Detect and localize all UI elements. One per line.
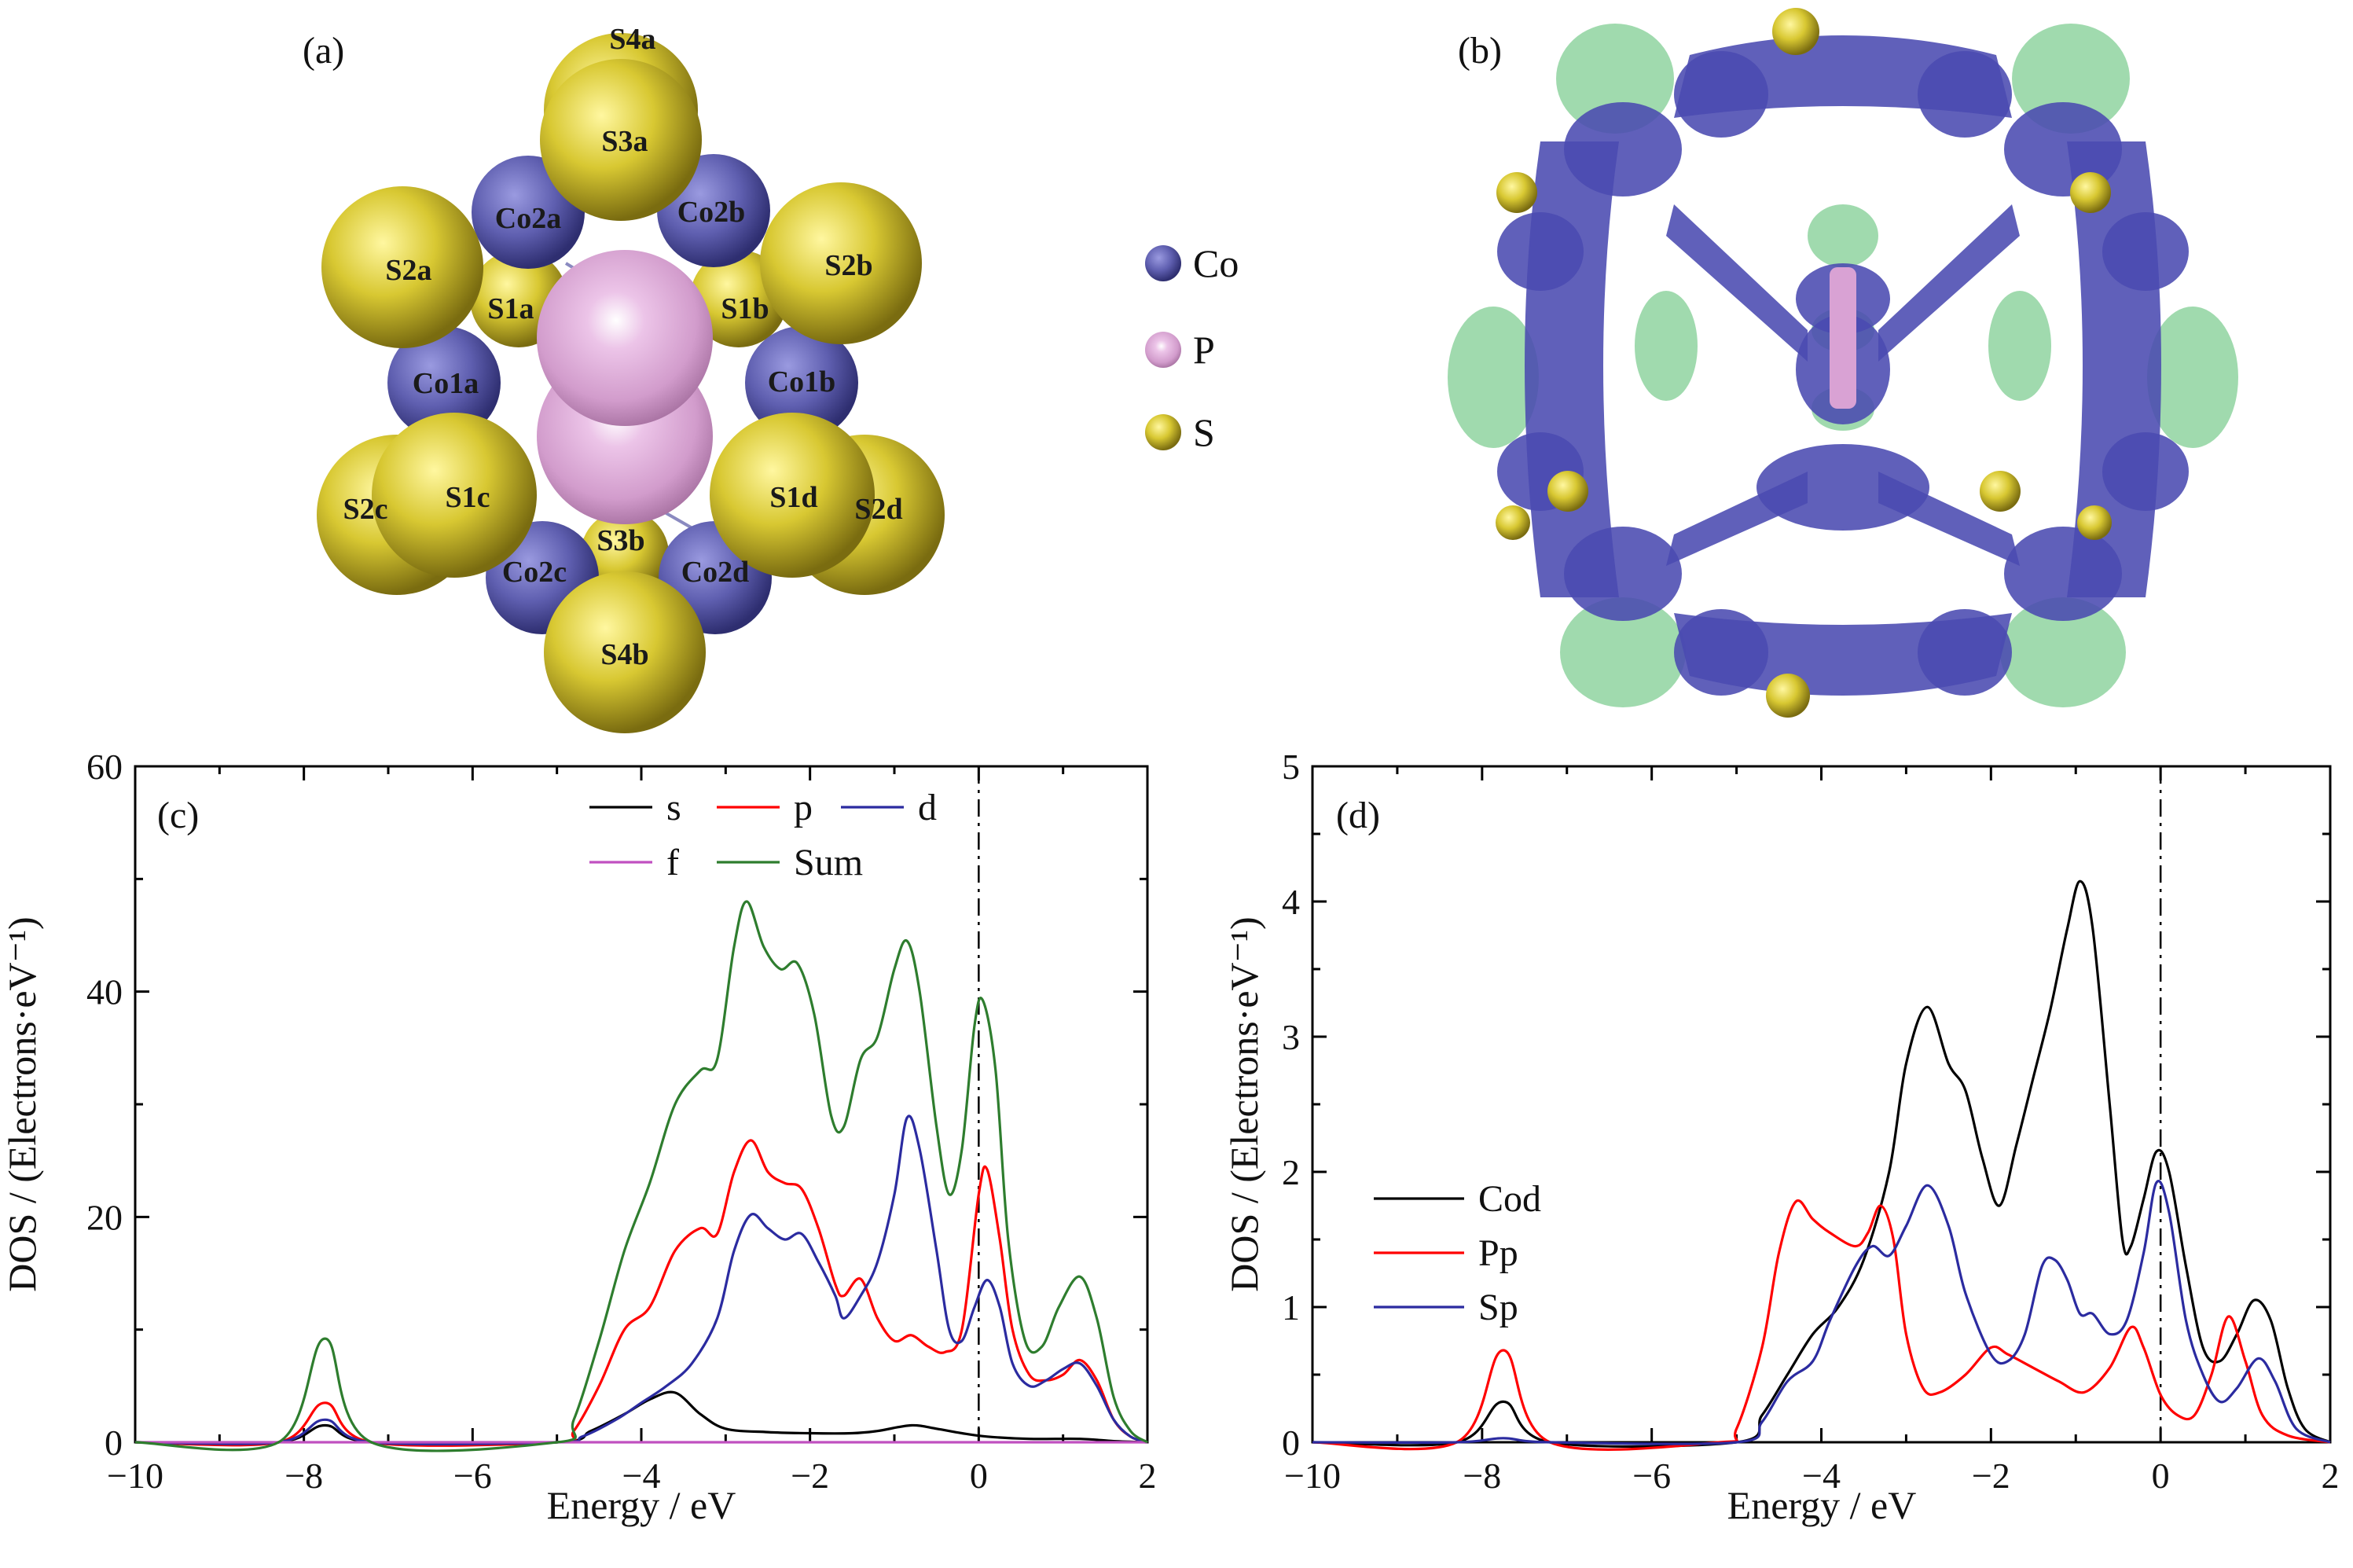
y-tick-label: 0 xyxy=(1282,1423,1300,1463)
chart-d-legend: Cod Pp Sp xyxy=(1374,1178,1541,1328)
atom-Co1b xyxy=(745,326,858,439)
legend-label-s: s xyxy=(666,787,681,828)
series-Sum xyxy=(134,900,1148,1452)
y-tick-label: 40 xyxy=(86,972,123,1012)
x-tick-label: 0 xyxy=(970,1456,988,1496)
label-Co1b: Co1b xyxy=(768,365,836,398)
key-S-icon xyxy=(1145,414,1181,450)
chart-c-frame xyxy=(134,765,1149,1444)
chart-d: −10 −8 −6 −4 −2 0 2 0 1 2 3 4 5 (d) Cod Pp Sp Energy /… xyxy=(1222,747,2340,1527)
label-Co2a: Co2a xyxy=(495,202,561,235)
series-d xyxy=(134,1114,1148,1446)
x-tick-label: −8 xyxy=(284,1456,323,1496)
atom-S3a xyxy=(540,59,702,221)
label-S2a: S2a xyxy=(385,254,431,287)
label-S1a: S1a xyxy=(487,292,534,325)
key-P-label: P xyxy=(1193,328,1215,372)
legend-label-Pp: Pp xyxy=(1478,1232,1518,1274)
x-tick-label: −10 xyxy=(107,1456,163,1496)
x-tick-label: 0 xyxy=(2152,1456,2170,1496)
x-tick-label: −6 xyxy=(1632,1456,1671,1496)
y-tick-label: 5 xyxy=(1282,747,1300,787)
atom-labels: S4a S3a Co2a Co2b S2a S2b S1a S1b Co1a C… xyxy=(343,23,903,671)
label-Co2c: Co2c xyxy=(502,556,567,589)
series-Sp xyxy=(1312,1180,2331,1445)
key-Co-icon xyxy=(1145,245,1181,281)
label-S3b: S3b xyxy=(597,524,644,557)
isosurface-negative xyxy=(1497,35,2189,696)
label-S3a: S3a xyxy=(601,125,648,158)
legend-label-Cod: Cod xyxy=(1478,1178,1541,1220)
label-S2c: S2c xyxy=(343,493,388,526)
key-Co-label: Co xyxy=(1193,241,1239,285)
label-Co2d: Co2d xyxy=(681,556,750,589)
label-Co2b: Co2b xyxy=(677,196,746,229)
y-tick-label: 2 xyxy=(1282,1152,1300,1192)
atom-S1d xyxy=(710,413,875,578)
x-tick-label: −2 xyxy=(1972,1456,2010,1496)
y-tick-label: 3 xyxy=(1282,1017,1300,1057)
x-tick-label: −6 xyxy=(453,1456,492,1496)
series-p xyxy=(134,1139,1148,1447)
y-tick-label: 60 xyxy=(86,747,123,787)
key-S-label: S xyxy=(1193,410,1215,454)
chart-d-ticks: −10 −8 −6 −4 −2 0 2 0 1 2 3 4 5 xyxy=(1282,747,2340,1496)
chart-d-panel-label: (d) xyxy=(1336,795,1380,836)
key-P-icon xyxy=(1145,332,1181,368)
panel-b-label: (b) xyxy=(1458,30,1502,72)
x-tick-label: −10 xyxy=(1284,1456,1341,1496)
chart-c-legend: s p d f Sum xyxy=(589,787,937,883)
atom-key-legend: Co P S xyxy=(1145,241,1239,454)
label-Co1a: Co1a xyxy=(413,367,479,400)
isosurface-positive xyxy=(1448,24,2238,707)
legend-label-Sp: Sp xyxy=(1478,1287,1518,1328)
chart-d-series xyxy=(1312,766,2331,1451)
isosurface-atoms xyxy=(1496,8,2112,718)
x-tick-label: −4 xyxy=(622,1456,661,1496)
legend-label-p: p xyxy=(794,787,813,828)
label-S1b: S1b xyxy=(721,292,769,325)
chart-c-series xyxy=(134,766,1148,1452)
x-tick-label: 2 xyxy=(2322,1456,2340,1496)
label-S1c: S1c xyxy=(446,481,490,514)
y-tick-label: 0 xyxy=(105,1423,123,1463)
atom-Co1a xyxy=(387,326,501,439)
label-S1d: S1d xyxy=(769,481,817,514)
panel-a-label: (a) xyxy=(303,30,344,72)
legend-label-d: d xyxy=(918,787,937,828)
legend-label-Sum: Sum xyxy=(794,842,863,883)
chart-c-panel-label: (c) xyxy=(157,795,199,836)
y-tick-label: 4 xyxy=(1282,882,1300,922)
y-tick-label: 1 xyxy=(1282,1287,1300,1327)
label-S4a: S4a xyxy=(609,23,655,56)
chart-d-ylabel: DOS / (Electrons·eV⁻¹) xyxy=(1222,916,1266,1291)
x-tick-label: −4 xyxy=(1802,1456,1841,1496)
panel-b-isosurface: (b) xyxy=(1448,8,2238,718)
panel-a-structure: (a) S4a S3a Co2a xyxy=(303,23,945,733)
y-tick-label: 20 xyxy=(86,1197,123,1237)
chart-d-xlabel: Energy / eV xyxy=(1727,1483,1917,1527)
label-S2b: S2b xyxy=(824,249,872,282)
chart-c-xlabel: Energy / eV xyxy=(547,1483,736,1527)
atom-P-upper xyxy=(537,250,713,426)
label-S2d: S2d xyxy=(854,493,902,526)
atom-S2b xyxy=(760,182,922,344)
legend-label-f: f xyxy=(666,842,679,883)
label-S4b: S4b xyxy=(600,638,648,671)
atom-S4b xyxy=(544,571,706,733)
chart-c-ylabel: DOS / (Electrons·eV⁻¹) xyxy=(0,916,44,1291)
x-tick-label: −2 xyxy=(791,1456,829,1496)
x-tick-label: −8 xyxy=(1463,1456,1501,1496)
series-Cod xyxy=(1312,879,2331,1449)
atom-S2a xyxy=(321,186,483,348)
x-tick-label: 2 xyxy=(1139,1456,1157,1496)
atom-S1c xyxy=(372,413,537,578)
